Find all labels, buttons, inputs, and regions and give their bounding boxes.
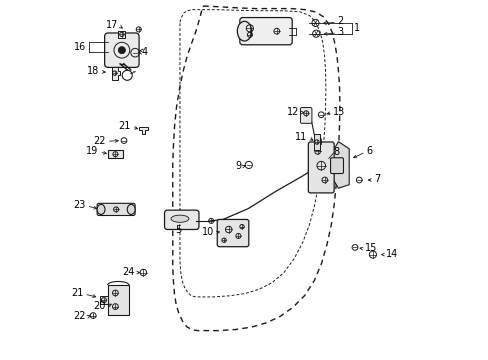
Polygon shape: [112, 67, 120, 80]
Bar: [313, 134, 319, 150]
Bar: [108, 150, 122, 158]
FancyBboxPatch shape: [308, 142, 333, 193]
Text: 1: 1: [353, 23, 359, 33]
Circle shape: [118, 46, 125, 54]
Text: 23: 23: [73, 200, 85, 210]
Text: 16: 16: [74, 42, 86, 52]
Bar: [118, 31, 125, 38]
Text: 12: 12: [286, 107, 298, 117]
Text: 21: 21: [71, 288, 83, 298]
Text: 21: 21: [118, 121, 131, 131]
Text: 8: 8: [333, 147, 339, 157]
Text: 24: 24: [122, 267, 134, 277]
FancyBboxPatch shape: [300, 108, 311, 123]
Text: 11: 11: [294, 132, 306, 142]
Text: 22: 22: [73, 311, 85, 321]
Text: 18: 18: [87, 66, 99, 76]
Text: 9: 9: [235, 161, 241, 171]
Text: 22: 22: [93, 136, 105, 145]
Bar: [100, 296, 108, 305]
FancyBboxPatch shape: [104, 33, 139, 67]
Ellipse shape: [127, 204, 135, 215]
Text: 5: 5: [175, 225, 181, 235]
Polygon shape: [139, 127, 147, 134]
FancyBboxPatch shape: [239, 18, 292, 45]
Ellipse shape: [97, 204, 105, 215]
Text: 10: 10: [202, 228, 214, 237]
Text: 20: 20: [93, 301, 105, 311]
Text: 19: 19: [86, 146, 99, 156]
FancyBboxPatch shape: [330, 158, 343, 174]
FancyBboxPatch shape: [97, 203, 135, 216]
Text: 3: 3: [337, 27, 343, 37]
Bar: [107, 285, 129, 315]
FancyBboxPatch shape: [164, 210, 199, 229]
FancyBboxPatch shape: [217, 220, 248, 247]
Text: 6: 6: [366, 146, 372, 156]
Text: 17: 17: [106, 20, 118, 30]
Text: 7: 7: [373, 174, 380, 184]
Text: 13: 13: [333, 107, 345, 117]
Text: 15: 15: [364, 243, 376, 253]
Text: 14: 14: [386, 249, 398, 259]
Ellipse shape: [171, 215, 188, 222]
Text: 4: 4: [142, 47, 148, 57]
Polygon shape: [332, 141, 348, 188]
Ellipse shape: [237, 21, 251, 41]
Text: 2: 2: [337, 17, 343, 27]
